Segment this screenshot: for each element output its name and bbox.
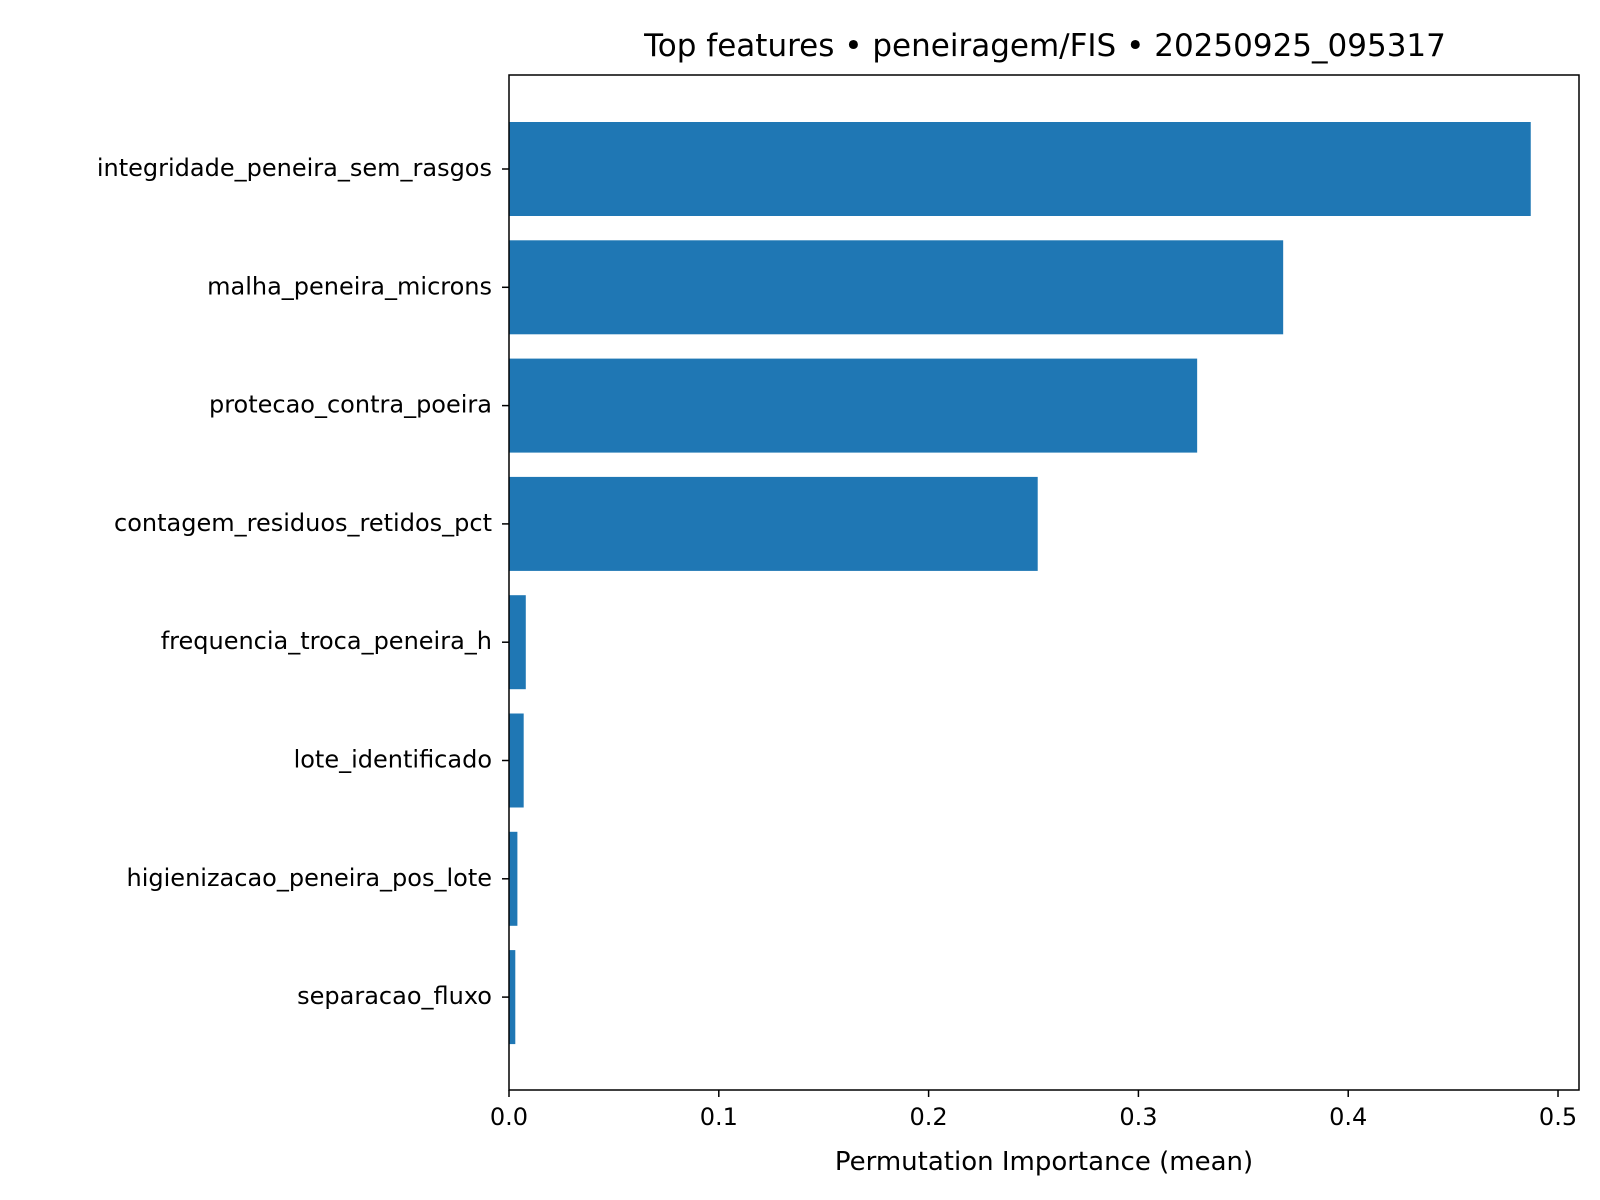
bar	[509, 713, 524, 808]
plot-area-frame	[508, 74, 1580, 1091]
y-tick-label: contagem_residuos_retidos_pct	[114, 509, 492, 537]
bar	[509, 122, 1531, 216]
x-tick-label: 0.5	[1539, 1103, 1577, 1131]
y-axis-ticks: integridade_peneira_sem_rasgos malha_pene…	[97, 154, 509, 1010]
x-tick-label: 0.3	[1119, 1103, 1157, 1131]
y-tick-label: higienizacao_peneira_pos_lote	[127, 864, 492, 892]
bar	[509, 476, 1038, 571]
y-tick-label: separacao_fluxo	[297, 982, 492, 1010]
x-axis-label: Permutation Importance (mean)	[835, 1147, 1253, 1177]
bar	[509, 358, 1198, 453]
y-tick-label: malha_peneira_microns	[207, 272, 492, 300]
x-tick-label: 0.4	[1329, 1103, 1367, 1131]
bar	[509, 595, 526, 690]
y-tick-label: lote_identificado	[294, 746, 492, 774]
x-tick-label: 0.1	[700, 1103, 738, 1131]
bar	[509, 950, 516, 1045]
x-tick-label: 0.0	[490, 1103, 528, 1131]
y-tick-label: protecao_contra_poeira	[209, 391, 492, 419]
chart-title: Top features • peneiragem/FIS • 20250925…	[643, 28, 1446, 64]
bar	[509, 831, 518, 926]
y-tick-label: frequencia_troca_peneira_h	[161, 627, 492, 655]
bars-group	[509, 122, 1531, 1045]
y-tick-label: integridade_peneira_sem_rasgos	[97, 154, 492, 182]
bar	[509, 240, 1284, 335]
x-tick-label: 0.2	[910, 1103, 948, 1131]
x-axis-ticks: 0.0 0.1 0.2 0.3 0.4 0.5	[490, 1090, 1577, 1131]
